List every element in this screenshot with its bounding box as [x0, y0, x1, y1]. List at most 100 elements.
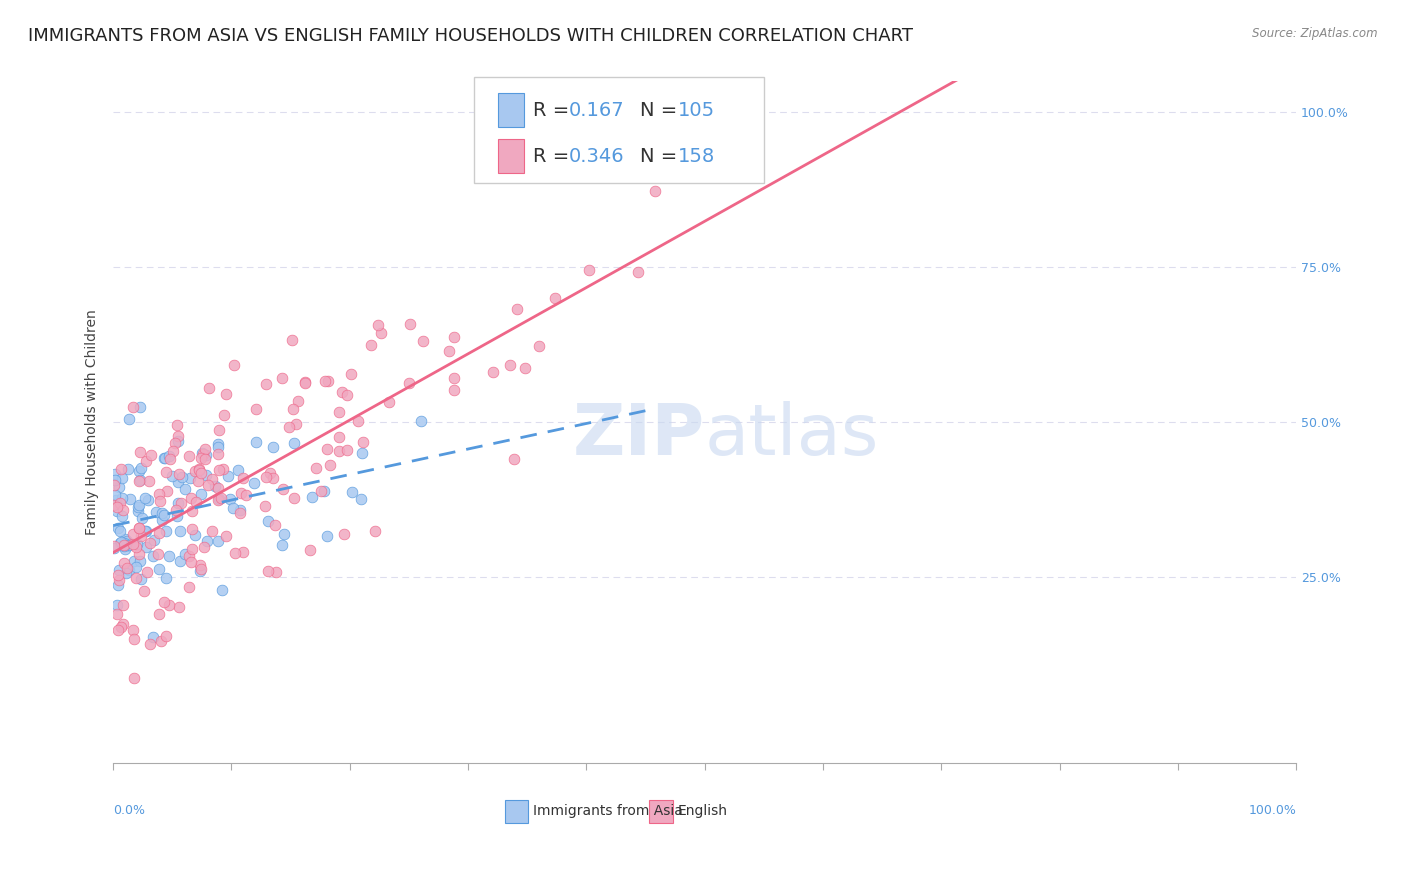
Point — [108, 496, 131, 510]
Point — [128, 473, 150, 487]
Point — [148, 562, 170, 576]
Point — [367, 318, 389, 332]
Point — [155, 571, 177, 585]
Point — [111, 616, 134, 631]
Point — [257, 514, 280, 528]
Text: N =: N = — [640, 146, 683, 166]
Point — [314, 483, 336, 498]
Point — [157, 449, 180, 463]
Point — [262, 471, 284, 485]
Point — [117, 538, 139, 552]
Point — [287, 393, 309, 408]
Text: R =: R = — [533, 146, 575, 166]
Point — [179, 580, 201, 594]
Point — [108, 573, 131, 587]
Point — [229, 507, 252, 521]
Point — [330, 384, 353, 399]
Point — [254, 500, 277, 514]
Point — [194, 452, 217, 467]
Point — [194, 448, 217, 462]
FancyBboxPatch shape — [650, 800, 672, 823]
Point — [315, 529, 337, 543]
Point — [188, 564, 211, 578]
Point — [443, 383, 465, 397]
Point — [195, 467, 218, 482]
Point — [127, 504, 149, 518]
Point — [114, 533, 136, 547]
Text: IMMIGRANTS FROM ASIA VS ENGLISH FAMILY HOUSEHOLDS WITH CHILDREN CORRELATION CHAR: IMMIGRANTS FROM ASIA VS ENGLISH FAMILY H… — [28, 27, 912, 45]
Point — [128, 475, 150, 489]
Point — [284, 417, 307, 432]
Point — [166, 434, 188, 448]
Point — [110, 534, 132, 549]
Point — [224, 546, 246, 560]
Text: atlas: atlas — [704, 401, 879, 470]
Point — [104, 492, 127, 507]
Point — [263, 518, 285, 533]
Point — [135, 540, 157, 554]
Point — [104, 488, 127, 502]
Text: ZIP: ZIP — [572, 401, 704, 470]
Point — [134, 524, 156, 539]
Point — [229, 485, 252, 500]
Point — [350, 446, 373, 460]
FancyBboxPatch shape — [498, 93, 523, 128]
Point — [232, 545, 254, 559]
Point — [136, 565, 159, 579]
Point — [108, 524, 131, 539]
Point — [112, 556, 135, 570]
Text: Source: ZipAtlas.com: Source: ZipAtlas.com — [1253, 27, 1378, 40]
Point — [118, 411, 141, 425]
Point — [443, 330, 465, 344]
Point — [115, 566, 138, 580]
Point — [118, 563, 141, 577]
Point — [107, 521, 129, 535]
Text: 158: 158 — [678, 146, 714, 166]
FancyBboxPatch shape — [498, 139, 523, 173]
Point — [318, 458, 340, 472]
Point — [110, 462, 132, 476]
Point — [229, 503, 252, 517]
Point — [150, 513, 173, 527]
Point — [336, 442, 359, 457]
Point — [162, 443, 184, 458]
Point — [187, 475, 209, 489]
Point — [128, 521, 150, 535]
Point — [122, 526, 145, 541]
Point — [222, 500, 245, 515]
Point — [215, 528, 238, 542]
Point — [135, 453, 157, 467]
Point — [378, 395, 401, 409]
Text: 0.167: 0.167 — [568, 101, 624, 120]
Point — [201, 524, 224, 538]
Point — [184, 527, 207, 541]
Point — [136, 493, 159, 508]
Text: English: English — [678, 805, 727, 819]
Point — [333, 526, 356, 541]
Point — [439, 344, 461, 359]
Point — [107, 563, 129, 577]
Point — [180, 491, 202, 505]
Point — [207, 440, 229, 454]
Point — [152, 508, 174, 522]
Point — [122, 671, 145, 685]
Point — [370, 326, 392, 340]
Point — [482, 365, 505, 379]
Point — [103, 478, 125, 492]
Point — [207, 492, 229, 507]
Point — [169, 524, 191, 538]
Point — [159, 451, 181, 466]
Point — [626, 265, 648, 279]
Point — [128, 464, 150, 478]
Point — [105, 500, 128, 514]
Point — [174, 483, 197, 497]
Text: R =: R = — [533, 101, 575, 120]
Point — [207, 533, 229, 548]
Point — [155, 524, 177, 538]
Point — [148, 487, 170, 501]
Point — [128, 554, 150, 568]
Point — [190, 487, 212, 501]
Point — [174, 547, 197, 561]
Point — [128, 499, 150, 513]
Point — [578, 263, 600, 277]
